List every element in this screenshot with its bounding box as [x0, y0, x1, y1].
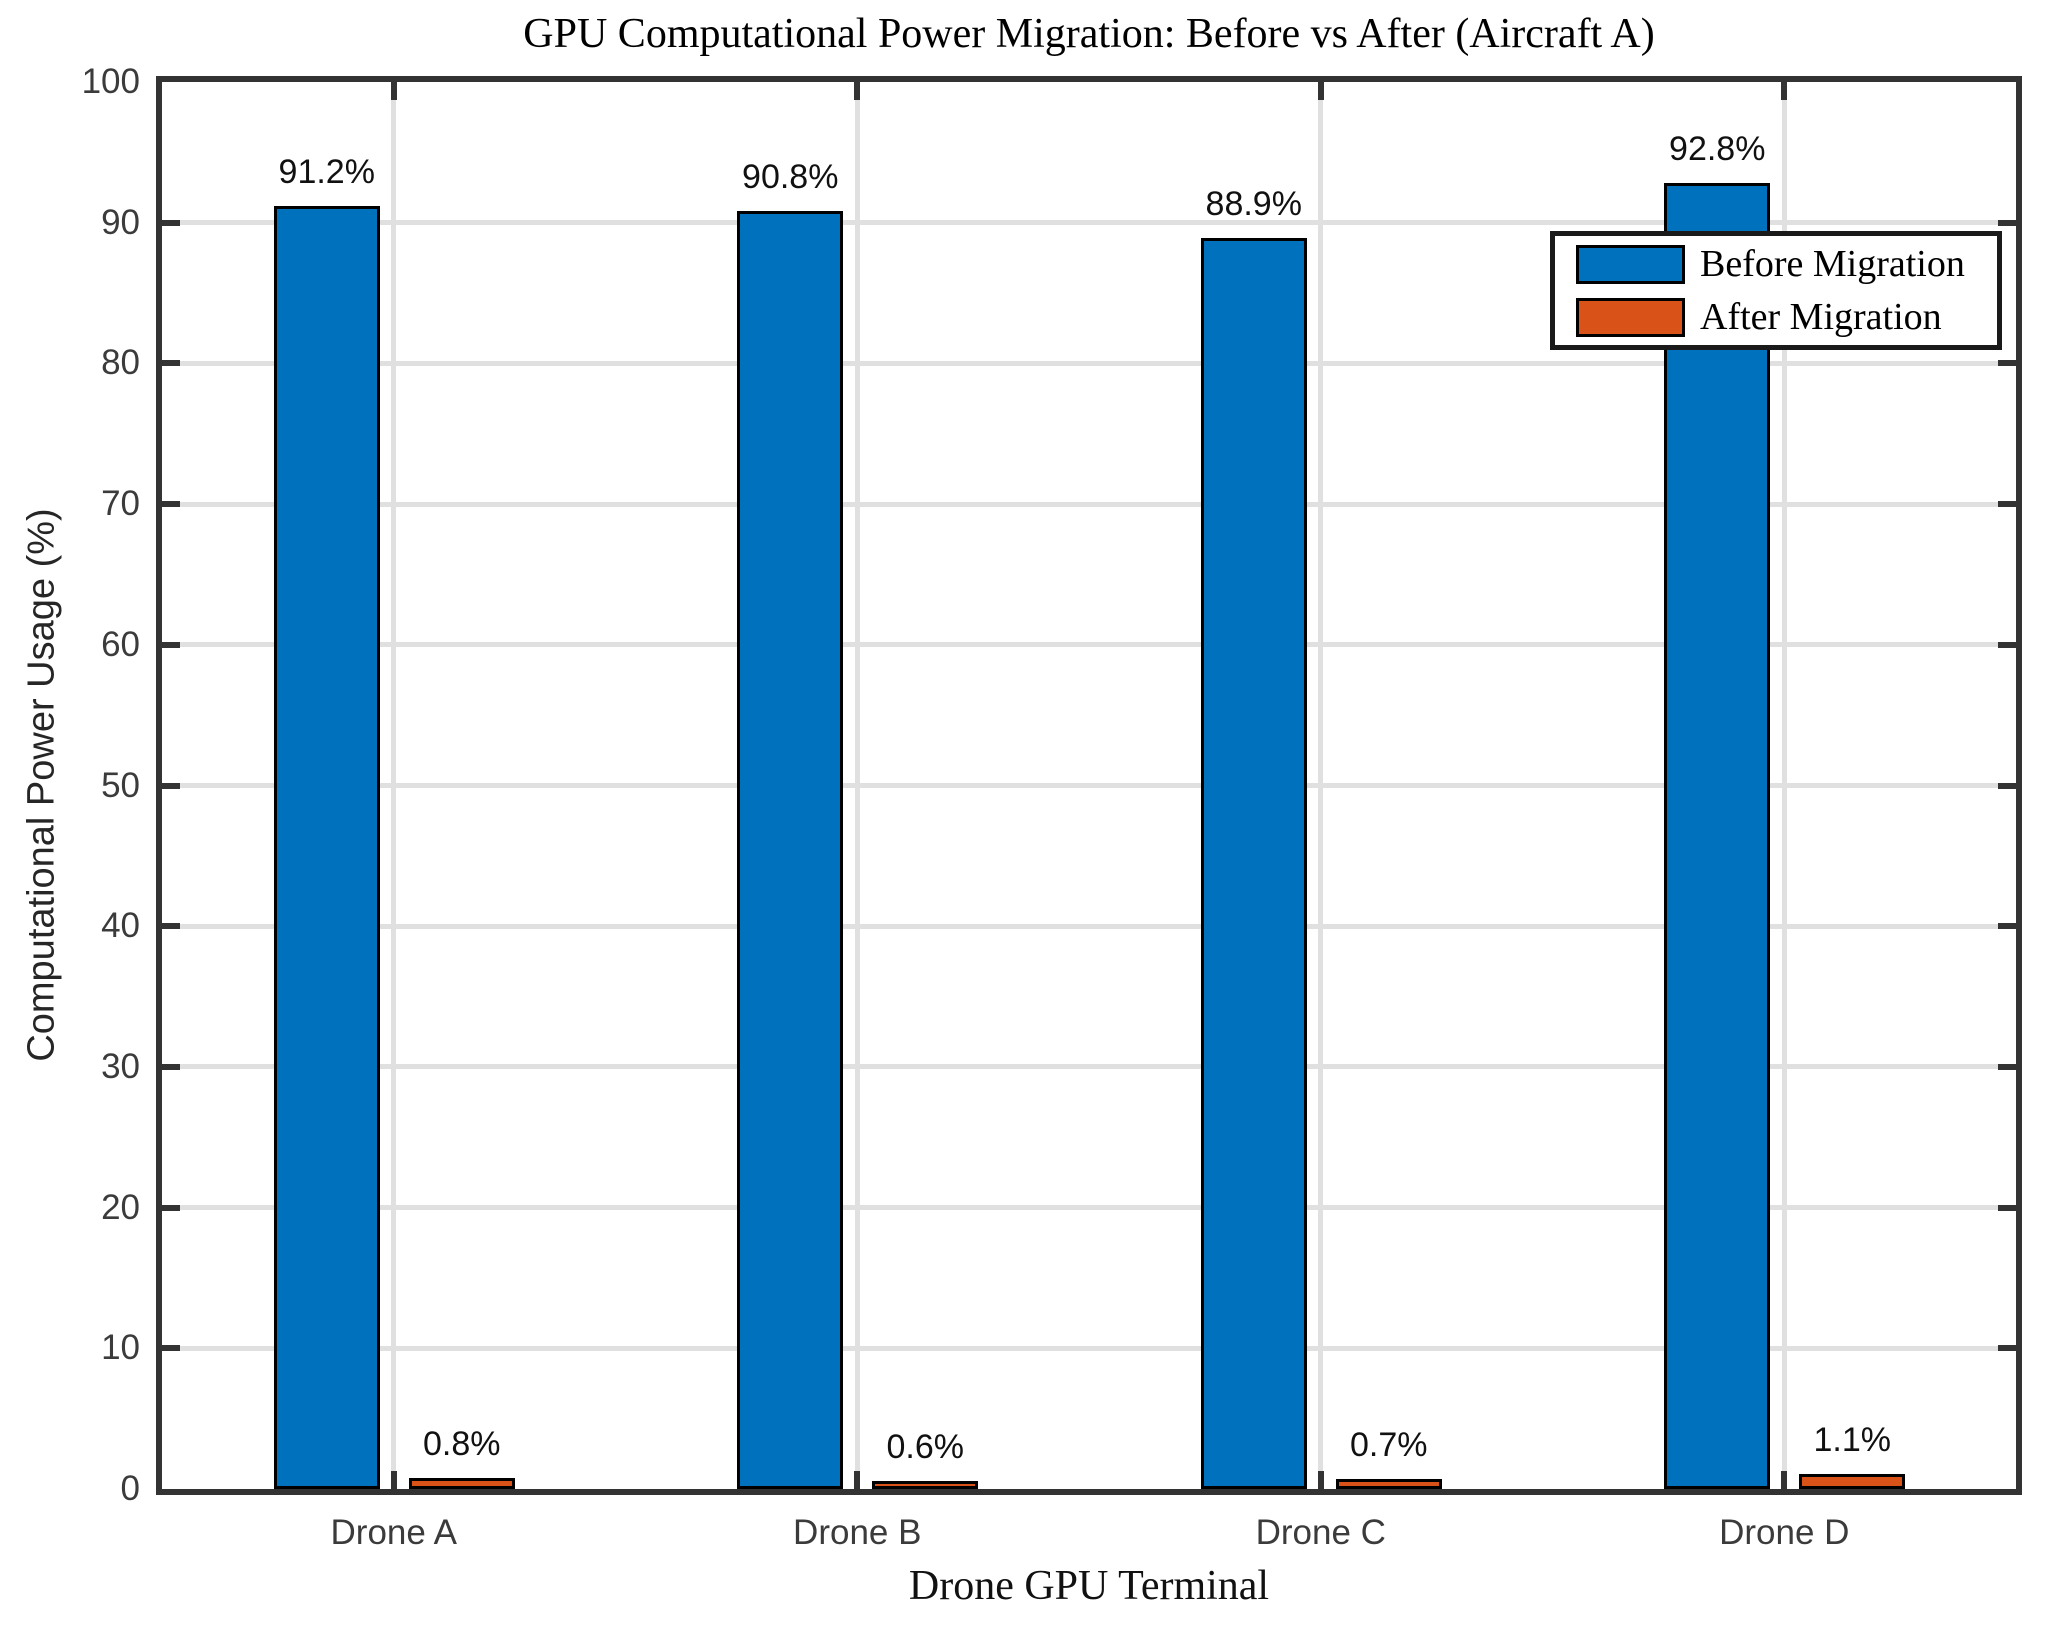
y-tick-mark: [162, 782, 180, 789]
y-tick-label: 80: [101, 343, 140, 383]
y-tick-mark: [1998, 923, 2016, 930]
y-tick-label: 40: [101, 906, 140, 946]
y-tick-label: 90: [101, 202, 140, 242]
y-tick-label: 10: [101, 1328, 140, 1368]
y-gridline: [162, 783, 2016, 788]
legend-swatch-after-migration: [1576, 297, 1685, 337]
legend-label-after-migration: After Migration: [1700, 296, 1942, 338]
bar-after-migration: [1799, 1473, 1906, 1489]
x-axis-label: Drone GPU Terminal: [908, 1563, 1270, 1609]
bar-after-migration: [872, 1480, 979, 1489]
y-tick-mark: [162, 360, 180, 367]
y-tick-mark: [1998, 641, 2016, 648]
y-tick-mark: [1998, 219, 2016, 226]
legend: Before Migration After Migration: [1550, 231, 2002, 350]
y-tick-mark: [1998, 1063, 2016, 1070]
bar-before-migration: [273, 205, 380, 1489]
y-tick-mark: [1998, 360, 2016, 367]
x-gridline: [854, 82, 860, 1489]
legend-item-before-migration: Before Migration: [1576, 238, 1997, 291]
y-gridline: [162, 501, 2016, 507]
y-tick-label: 30: [101, 1046, 140, 1086]
y-tick-label: 20: [101, 1187, 140, 1227]
y-tick-label: 0: [120, 1469, 140, 1508]
bar-value-label: 1.1%: [1813, 1420, 1892, 1459]
bar-value-label: 0.6%: [886, 1427, 965, 1466]
y-tick-mark: [162, 501, 180, 508]
x-tick-label: Drone C: [1255, 1513, 1386, 1552]
x-tick-mark: [854, 82, 861, 100]
y-tick-mark: [162, 1063, 180, 1070]
y-tick-label: 60: [101, 624, 140, 664]
x-gridline: [1781, 82, 1787, 1489]
y-gridline: [162, 923, 2016, 929]
x-gridline: [391, 82, 397, 1489]
bar-value-label: 90.8%: [742, 158, 839, 197]
bar-value-label: 92.8%: [1669, 130, 1766, 169]
x-tick-mark: [854, 1471, 861, 1489]
y-tick-label: 50: [101, 765, 140, 805]
x-tick-mark: [1317, 82, 1324, 100]
bar-before-migration: [1664, 183, 1771, 1489]
bar-before-migration: [737, 211, 844, 1489]
chart-title: GPU Computational Power Migration: Befor…: [523, 11, 1655, 57]
y-gridline: [162, 1205, 2016, 1211]
x-tick-label: Drone A: [330, 1513, 457, 1552]
y-gridline: [162, 1345, 2016, 1351]
x-tick-label: Drone D: [1719, 1513, 1850, 1552]
bar-after-migration: [408, 1477, 515, 1489]
x-tick-mark: [1317, 1471, 1324, 1489]
x-tick-label: Drone B: [793, 1513, 922, 1552]
y-gridline: [162, 1064, 2016, 1070]
y-gridline: [162, 360, 2016, 366]
bar-before-migration: [1200, 238, 1307, 1489]
x-tick-mark: [390, 1471, 397, 1489]
y-tick-mark: [1998, 782, 2016, 789]
legend-label-before-migration: Before Migration: [1700, 243, 1965, 285]
y-tick-mark: [1998, 1204, 2016, 1211]
y-tick-mark: [1998, 501, 2016, 508]
y-tick-label: 100: [81, 62, 140, 101]
x-tick-mark: [1781, 82, 1788, 100]
bar-value-label: 0.8%: [423, 1424, 501, 1463]
bar-value-label: 88.9%: [1205, 185, 1302, 224]
bar-value-label: 0.7%: [1350, 1426, 1428, 1465]
y-tick-mark: [162, 1345, 180, 1352]
y-gridline: [162, 642, 2016, 648]
y-tick-mark: [162, 641, 180, 648]
legend-item-after-migration: After Migration: [1576, 291, 1997, 344]
legend-swatch-before-migration: [1576, 244, 1685, 284]
x-tick-mark: [390, 82, 397, 100]
bar-after-migration: [1335, 1479, 1442, 1489]
y-tick-mark: [1998, 1345, 2016, 1352]
y-tick-label: 70: [101, 484, 140, 524]
x-gridline: [1318, 82, 1324, 1489]
bar-value-label: 91.2%: [278, 152, 375, 191]
y-gridline: [162, 220, 2016, 226]
y-tick-mark: [162, 219, 180, 226]
y-tick-mark: [162, 923, 180, 930]
x-tick-mark: [1781, 1471, 1788, 1489]
y-tick-mark: [162, 1204, 180, 1211]
